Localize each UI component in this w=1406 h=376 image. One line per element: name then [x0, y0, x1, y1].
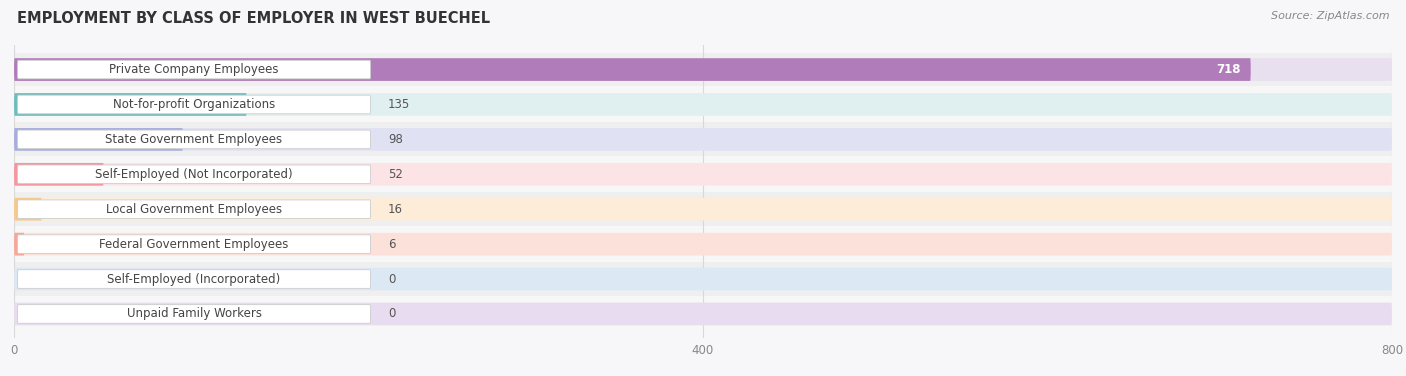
FancyBboxPatch shape: [14, 233, 24, 255]
FancyBboxPatch shape: [14, 93, 246, 116]
FancyBboxPatch shape: [14, 198, 1392, 221]
Bar: [14, 297, 1392, 331]
Text: State Government Employees: State Government Employees: [105, 133, 283, 146]
Bar: [14, 262, 1392, 296]
FancyBboxPatch shape: [17, 235, 371, 253]
Text: 16: 16: [388, 203, 402, 216]
Text: 98: 98: [388, 133, 402, 146]
FancyBboxPatch shape: [14, 163, 1392, 186]
Text: 52: 52: [388, 168, 402, 181]
FancyBboxPatch shape: [17, 305, 371, 323]
Text: 135: 135: [388, 98, 411, 111]
Bar: [14, 227, 1392, 261]
FancyBboxPatch shape: [17, 270, 371, 288]
FancyBboxPatch shape: [17, 130, 371, 149]
FancyBboxPatch shape: [17, 200, 371, 218]
FancyBboxPatch shape: [14, 128, 1392, 151]
FancyBboxPatch shape: [17, 165, 371, 183]
Text: Unpaid Family Workers: Unpaid Family Workers: [127, 308, 262, 320]
Bar: [14, 53, 1392, 86]
FancyBboxPatch shape: [14, 163, 104, 186]
Text: 0: 0: [388, 308, 395, 320]
Text: Private Company Employees: Private Company Employees: [110, 63, 278, 76]
Text: Self-Employed (Incorporated): Self-Employed (Incorporated): [107, 273, 281, 285]
FancyBboxPatch shape: [14, 233, 1392, 255]
Bar: [14, 158, 1392, 191]
Text: Local Government Employees: Local Government Employees: [105, 203, 283, 216]
FancyBboxPatch shape: [14, 303, 1392, 325]
FancyBboxPatch shape: [17, 95, 371, 114]
Text: Federal Government Employees: Federal Government Employees: [100, 238, 288, 251]
Text: EMPLOYMENT BY CLASS OF EMPLOYER IN WEST BUECHEL: EMPLOYMENT BY CLASS OF EMPLOYER IN WEST …: [17, 11, 491, 26]
FancyBboxPatch shape: [14, 93, 1392, 116]
Text: Source: ZipAtlas.com: Source: ZipAtlas.com: [1271, 11, 1389, 21]
FancyBboxPatch shape: [14, 58, 1251, 81]
Bar: [14, 88, 1392, 121]
Text: Self-Employed (Not Incorporated): Self-Employed (Not Incorporated): [96, 168, 292, 181]
FancyBboxPatch shape: [17, 60, 371, 79]
FancyBboxPatch shape: [14, 268, 1392, 290]
Text: 0: 0: [388, 273, 395, 285]
Bar: [14, 192, 1392, 226]
FancyBboxPatch shape: [14, 198, 42, 221]
Text: 6: 6: [388, 238, 395, 251]
FancyBboxPatch shape: [14, 128, 183, 151]
Bar: [14, 123, 1392, 156]
Text: 718: 718: [1216, 63, 1240, 76]
FancyBboxPatch shape: [14, 58, 1392, 81]
Text: Not-for-profit Organizations: Not-for-profit Organizations: [112, 98, 276, 111]
